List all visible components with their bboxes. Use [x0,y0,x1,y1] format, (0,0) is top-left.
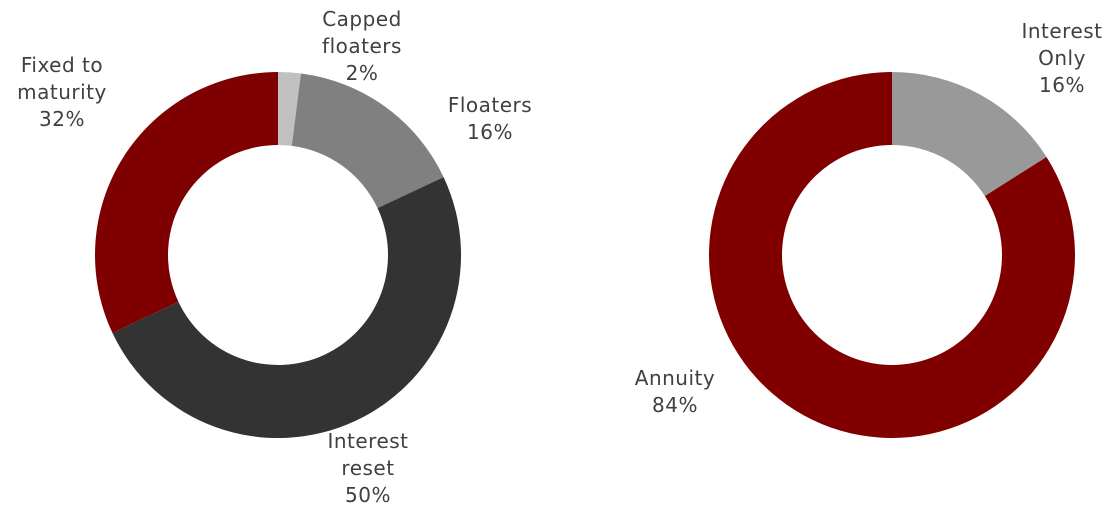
value-label: 50% [345,483,391,507]
value-label: 84% [652,393,698,417]
category-label: Floaters [447,93,533,117]
donut-slice [708,72,1075,438]
category-label: Interest reset [327,429,409,480]
category-label: Capped floaters [322,7,402,58]
slice-label: Fixed to maturity 32% [0,52,127,133]
slice-label: Annuity 84% [620,365,730,419]
donut-slice [278,72,301,146]
slice-label: Capped floaters 2% [302,6,422,87]
category-label: Fixed to maturity [17,53,107,104]
category-label: Annuity [634,366,716,390]
slice-label: Floaters 16% [420,92,560,146]
value-label: 32% [39,107,85,131]
donut-slice [291,73,444,209]
slice-label: Interest Only 16% [1007,18,1117,99]
category-label: Interest Only [1021,19,1103,70]
value-label: 2% [345,61,379,85]
donut-slice [892,72,1047,197]
value-label: 16% [467,120,513,144]
donut-slice [112,177,462,439]
value-label: 16% [1039,73,1085,97]
slice-label: Interest reset 50% [303,428,433,509]
donut-slice [94,71,278,333]
